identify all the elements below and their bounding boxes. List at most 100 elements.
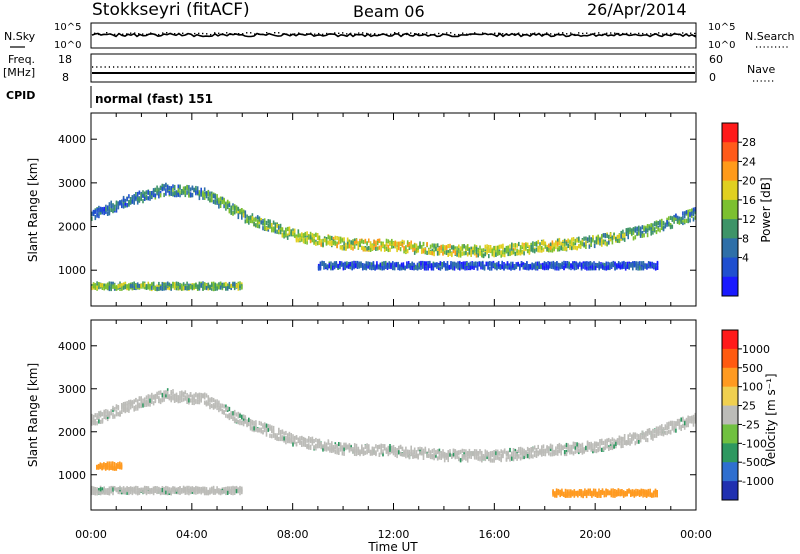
data-cell [685,210,688,215]
data-cell [124,201,127,206]
data-cell [304,239,307,245]
data-cell [418,263,421,268]
data-cell [591,490,593,495]
data-cell [202,286,204,291]
data-cell [507,453,509,458]
data-cell [184,395,187,400]
data-cell [367,264,369,269]
data-cell [135,489,137,494]
data-cell [438,454,441,459]
data-cell [683,214,686,219]
data-cell [691,211,693,216]
data-cell [205,283,208,288]
data-cell [650,432,652,437]
data-cell [228,415,231,421]
data-cell [385,238,388,243]
nsearch-dot [658,32,660,34]
data-cell [519,446,522,451]
data-cell [477,456,479,461]
data-cell [578,491,581,496]
data-cell [415,247,418,252]
data-cell [136,490,139,495]
data-cell [232,491,234,496]
data-cell [306,443,308,448]
data-cell [607,265,609,270]
data-cell [554,264,556,269]
data-cell [609,265,611,271]
data-cell [113,486,116,491]
data-cell [541,449,543,454]
data-cell [481,251,483,256]
data-cell [563,266,565,271]
data-cell [601,239,603,244]
data-cell [445,250,448,255]
data-cell [226,204,229,210]
data-cell [413,243,416,248]
data-cell [149,196,151,201]
data-cell [198,195,201,201]
data-cell [218,408,220,413]
data-cell [241,285,243,290]
nsearch-dot [582,32,584,35]
data-cell [519,456,522,461]
data-cell [191,398,194,403]
data-cell [225,281,227,287]
data-cell [332,448,335,453]
data-cell [555,240,557,246]
data-cell [580,493,583,498]
data-cell [105,415,107,420]
data-cell [156,286,158,291]
data-cell [452,448,455,453]
data-cell [108,281,111,286]
data-cell [299,234,301,239]
data-cell [558,240,561,245]
data-cell [417,447,419,452]
colorbar-segment [722,481,738,501]
data-cell [112,491,114,496]
data-cell [219,281,222,286]
data-cell [346,261,348,266]
data-cell [394,452,397,457]
data-cell [251,426,254,431]
data-cell [493,253,495,258]
data-cell [666,217,668,222]
data-cell [381,266,383,271]
data-cell [365,266,368,271]
nsearch-dot [558,32,560,35]
data-cell [605,261,608,266]
data-cell [428,248,430,253]
data-cell [318,238,321,243]
data-cell [368,246,370,251]
data-cell [584,490,586,495]
data-cell [559,490,561,495]
data-cell [528,455,531,460]
data-cell [320,239,322,244]
data-cell [378,245,381,250]
data-cell [640,489,643,494]
data-cell [124,198,127,203]
nave-tick-top: 60 [709,53,723,66]
data-cell [136,191,139,197]
data-cell [575,265,578,270]
data-cell [465,251,467,256]
data-cell [666,422,668,427]
data-cell [535,242,538,247]
data-cell [562,491,565,496]
data-cell [235,209,238,214]
data-cell [200,283,202,288]
data-cell [106,283,109,288]
y-tick-label: 1000 [58,469,86,482]
data-cell [309,437,312,442]
data-cell [676,418,679,424]
data-cell [588,235,591,240]
data-cell [263,425,266,430]
data-cell [424,449,427,454]
data-cell [117,201,120,206]
data-cell [557,266,560,271]
data-cell [494,264,496,269]
data-cell [329,447,331,452]
data-cell [623,237,626,242]
data-cell [472,250,474,255]
data-cell [297,437,300,442]
